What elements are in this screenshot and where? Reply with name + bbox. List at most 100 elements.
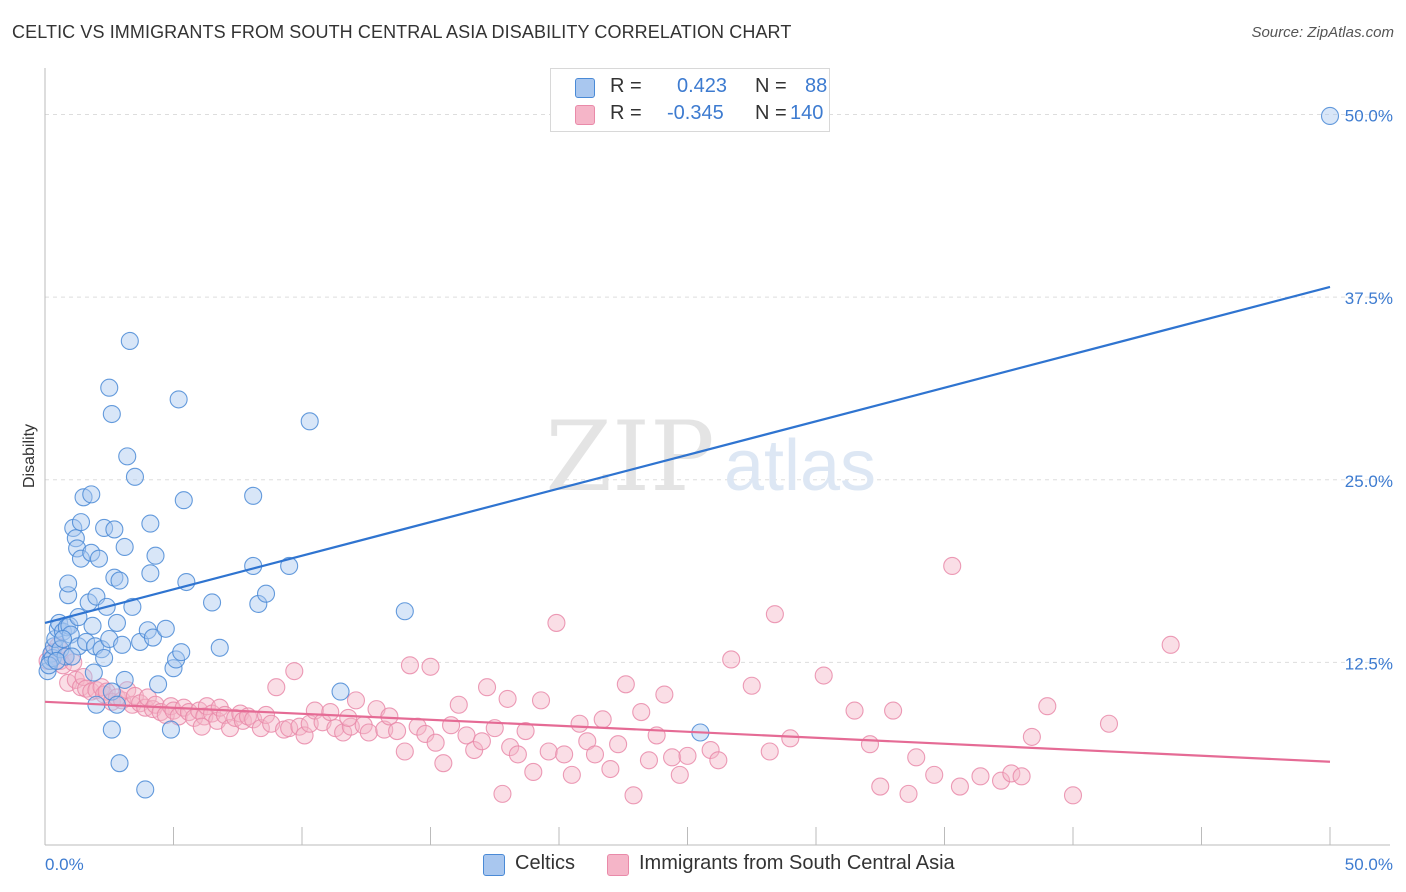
- source-credit: Source: ZipAtlas.com: [1251, 24, 1394, 41]
- immigrants-point: [925, 765, 944, 784]
- legend-swatch-celtics: [483, 854, 505, 876]
- immigrants-point: [524, 762, 543, 782]
- celtics-point: [256, 584, 276, 603]
- celtics-point: [53, 629, 73, 649]
- immigrants-point: [1161, 635, 1180, 654]
- celtics-point: [71, 513, 91, 532]
- legend-swatch-celtics: [575, 78, 595, 98]
- celtics-point: [331, 682, 350, 701]
- immigrants-point: [388, 721, 407, 741]
- celtics-point: [62, 647, 82, 666]
- immigrants-point: [256, 705, 276, 725]
- celtics-point: [47, 651, 66, 670]
- immigrants-point: [655, 685, 674, 704]
- celtics-point: [68, 539, 87, 558]
- immigrants-point: [192, 717, 211, 736]
- immigrants-point: [884, 701, 903, 720]
- celtics-point: [169, 390, 188, 409]
- celtics-point: [149, 675, 168, 694]
- immigrants-point: [516, 721, 535, 741]
- celtics-point: [249, 594, 268, 613]
- celtics-point: [110, 571, 129, 590]
- celtics-point: [210, 638, 229, 657]
- gridlines: [45, 114, 1390, 663]
- correlation-legend: R = 0.423 N = 88 R = -0.345 N = 140: [550, 68, 830, 132]
- immigrants-point: [899, 784, 918, 803]
- immigrants-point: [395, 742, 414, 761]
- celtics-point: [102, 720, 121, 739]
- immigrants-point: [267, 678, 286, 697]
- trend-line-celtics: [44, 285, 1331, 624]
- immigrants-point: [508, 745, 527, 764]
- celtics-point: [95, 648, 114, 668]
- immigrants-point: [701, 740, 720, 760]
- immigrants-point: [971, 767, 990, 786]
- celtics-point: [107, 613, 127, 632]
- immigrants-point: [449, 695, 468, 714]
- celtics-point: [113, 635, 132, 654]
- celtics-point: [244, 486, 263, 505]
- immigrants-point: [1038, 697, 1057, 716]
- legend-r-value: 0.423: [677, 75, 728, 97]
- immigrants-point: [593, 710, 612, 729]
- legend-label-celtics: Celtics: [515, 852, 576, 874]
- immigrants-point: [1022, 727, 1041, 746]
- y-tick-label: 50.0%: [1345, 107, 1393, 126]
- immigrants-point: [164, 701, 183, 720]
- immigrants-point: [781, 729, 800, 748]
- immigrants-point: [562, 765, 581, 784]
- immigrants-point: [1012, 767, 1031, 786]
- immigrants-point: [1099, 714, 1119, 733]
- series-legend: Celtics Immigrants from South Central As…: [0, 852, 1406, 878]
- legend-r-label: R =: [610, 102, 642, 124]
- immigrants-point: [742, 676, 761, 695]
- trend-lines: [44, 285, 1331, 763]
- y-tick-label: 37.5%: [1345, 289, 1393, 308]
- immigrants-point: [295, 726, 314, 745]
- y-tick-label: 25.0%: [1345, 472, 1393, 491]
- x-tick-label: 50.0%: [1345, 855, 1393, 874]
- legend-label-immigrants: Immigrants from South Central Asia: [639, 852, 955, 874]
- immigrants-point: [709, 751, 728, 770]
- celtics-point: [105, 520, 124, 539]
- legend-swatch-immigrants: [575, 105, 595, 125]
- immigrants-point: [632, 703, 651, 722]
- immigrants-point: [678, 746, 697, 765]
- immigrants-point: [663, 748, 682, 767]
- immigrants-point: [74, 667, 93, 687]
- immigrants-point: [498, 689, 517, 708]
- x-tick-labels: 0.0% 50.0%: [45, 855, 1393, 874]
- celtics-point: [120, 331, 139, 351]
- watermark: ZIP atlas: [545, 401, 876, 513]
- celtics-point: [102, 404, 121, 424]
- celtics-point: [280, 556, 299, 576]
- immigrants-point: [555, 745, 574, 764]
- series-immigrants-points: [38, 556, 1180, 805]
- celtics-point: [59, 574, 78, 593]
- immigrants-point: [585, 745, 605, 764]
- immigrants-point: [339, 708, 358, 727]
- celtics-point: [71, 549, 91, 568]
- immigrants-point: [285, 662, 304, 681]
- legend-n-value: 88: [805, 75, 828, 97]
- immigrants-point: [442, 716, 461, 735]
- celtics-point: [115, 670, 134, 689]
- legend-r-value: -0.345: [667, 102, 724, 124]
- immigrants-point: [421, 657, 440, 676]
- immigrants-point: [493, 784, 512, 803]
- celtics-point: [115, 537, 134, 557]
- celtics-point: [172, 643, 191, 662]
- celtics-point: [83, 616, 102, 635]
- immigrants-point: [321, 703, 340, 722]
- celtics-point: [174, 491, 193, 510]
- immigrants-point: [547, 613, 566, 632]
- immigrants-point: [609, 735, 628, 754]
- celtics-point: [300, 412, 319, 431]
- immigrants-point: [907, 748, 926, 767]
- celtics-point: [1320, 106, 1340, 126]
- celtics-point: [161, 720, 180, 739]
- celtics-point: [146, 546, 165, 565]
- legend-r-label: R =: [610, 75, 642, 97]
- y-tick-label: 12.5%: [1345, 654, 1393, 673]
